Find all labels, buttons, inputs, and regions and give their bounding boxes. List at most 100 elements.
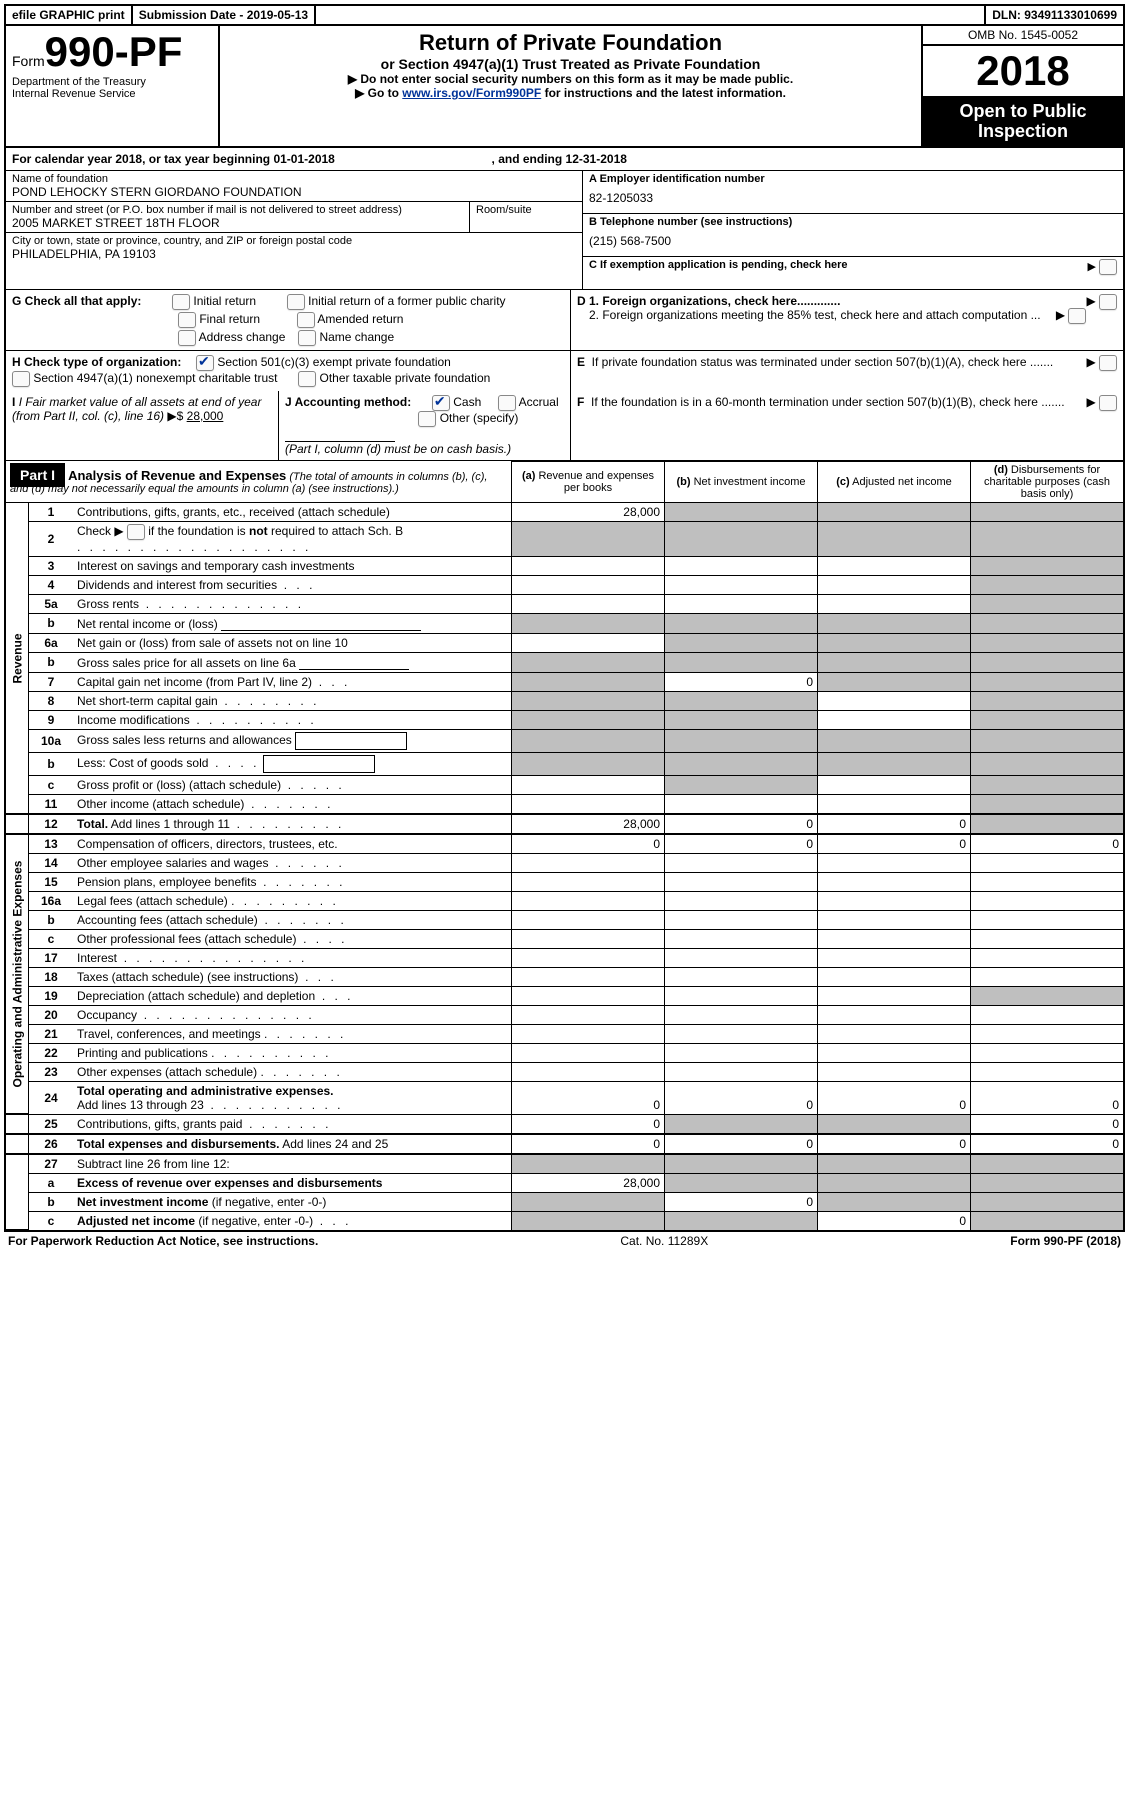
line-15-n: 15 bbox=[29, 872, 74, 891]
line-23-n: 23 bbox=[29, 1062, 74, 1081]
j-accrual-cb[interactable] bbox=[498, 395, 516, 411]
g-initial-public: Initial return of a former public charit… bbox=[308, 294, 505, 308]
line-1-a: 28,000 bbox=[512, 502, 665, 521]
topbar: efile GRAPHIC print Submission Date - 20… bbox=[6, 6, 1123, 26]
goto-post: for instructions and the latest informat… bbox=[541, 86, 786, 100]
j-other: Other (specify) bbox=[440, 411, 519, 425]
h-label: H Check type of organization: bbox=[12, 355, 181, 369]
line-27a-a: 28,000 bbox=[512, 1173, 665, 1192]
line-2-cb[interactable] bbox=[127, 524, 145, 540]
g-initial-public-cb[interactable] bbox=[287, 294, 305, 310]
tel-label: B Telephone number (see instructions) bbox=[589, 216, 1117, 228]
line-10c-d: Gross profit or (loss) (attach schedule)… bbox=[73, 775, 512, 794]
line-16b-n: b bbox=[29, 910, 74, 929]
opex-section-label: Operating and Administrative Expenses bbox=[6, 834, 29, 1115]
part1-title: Analysis of Revenue and Expenses bbox=[68, 468, 286, 483]
g-d-block: G Check all that apply: Initial return I… bbox=[6, 289, 1123, 350]
d1-checkbox[interactable] bbox=[1099, 294, 1117, 310]
f-label: F If the foundation is in a 60-month ter… bbox=[577, 395, 1065, 409]
line-13-n: 13 bbox=[29, 834, 74, 854]
submission-date-value: 2019-05-13 bbox=[247, 8, 308, 22]
dln-value: 93491133010699 bbox=[1024, 8, 1117, 22]
line-17-d: Interest . . . . . . . . . . . . . . . bbox=[73, 948, 512, 967]
j-cash-cb[interactable] bbox=[432, 395, 450, 411]
line-20-n: 20 bbox=[29, 1005, 74, 1024]
line-6b-d: Gross sales price for all assets on line… bbox=[73, 652, 512, 672]
i-label: I bbox=[12, 395, 15, 409]
line-6a-n: 6a bbox=[29, 633, 74, 652]
line-9-d: Income modifications . . . . . . . . . . bbox=[73, 710, 512, 729]
j-note: (Part I, column (d) must be on cash basi… bbox=[285, 442, 511, 456]
line-5a-d: Gross rents . . . . . . . . . . . . . bbox=[73, 594, 512, 613]
line-5a-n: 5a bbox=[29, 594, 74, 613]
line-27-d: Subtract line 26 from line 12: bbox=[73, 1154, 512, 1174]
line-24-b: 0 bbox=[665, 1081, 818, 1114]
g-amended-cb[interactable] bbox=[297, 312, 315, 328]
form-subtitle: or Section 4947(a)(1) Trust Treated as P… bbox=[226, 56, 915, 72]
addr-label: Number and street (or P.O. box number if… bbox=[12, 204, 463, 216]
line-6b-n: b bbox=[29, 652, 74, 672]
line-10a-box[interactable] bbox=[295, 732, 407, 750]
line-6b-input[interactable] bbox=[299, 655, 409, 670]
calyear-end: 12-31-2018 bbox=[566, 152, 627, 166]
line-10b-box[interactable] bbox=[263, 755, 375, 773]
c-checkbox[interactable] bbox=[1099, 259, 1117, 275]
line-26-a: 0 bbox=[512, 1134, 665, 1154]
d1-label: D 1. Foreign organizations, check here..… bbox=[577, 294, 840, 308]
line-17-n: 17 bbox=[29, 948, 74, 967]
header: Form990-PF Department of the Treasury In… bbox=[6, 26, 1123, 148]
h-501c3-cb[interactable] bbox=[196, 355, 214, 371]
line-26-b: 0 bbox=[665, 1134, 818, 1154]
g-final-cb[interactable] bbox=[178, 312, 196, 328]
g-initial-return-cb[interactable] bbox=[172, 294, 190, 310]
line-1-d: Contributions, gifts, grants, etc., rece… bbox=[73, 502, 512, 521]
line-2-d: Check ▶ if the foundation is not require… bbox=[73, 521, 512, 556]
line-11-d: Other income (attach schedule) . . . . .… bbox=[73, 794, 512, 814]
line-16c-d: Other professional fees (attach schedule… bbox=[73, 929, 512, 948]
line-13-c: 0 bbox=[818, 834, 971, 854]
f-checkbox[interactable] bbox=[1099, 395, 1117, 411]
line-18-n: 18 bbox=[29, 967, 74, 986]
ein-label: A Employer identification number bbox=[589, 173, 1117, 185]
h-4947-cb[interactable] bbox=[12, 371, 30, 387]
line-18-d: Taxes (attach schedule) (see instruction… bbox=[73, 967, 512, 986]
line-8-n: 8 bbox=[29, 691, 74, 710]
e-checkbox[interactable] bbox=[1099, 355, 1117, 371]
j-other-cb[interactable] bbox=[418, 411, 436, 427]
footer: For Paperwork Reduction Act Notice, see … bbox=[4, 1232, 1125, 1250]
city-value: PHILADELPHIA, PA 19103 bbox=[12, 247, 576, 261]
open-public-badge: Open to Public Inspection bbox=[923, 98, 1123, 146]
instructions-link[interactable]: www.irs.gov/Form990PF bbox=[402, 86, 541, 100]
j-other-input[interactable] bbox=[285, 427, 395, 442]
line-11-n: 11 bbox=[29, 794, 74, 814]
line-21-n: 21 bbox=[29, 1024, 74, 1043]
line-19-d: Depreciation (attach schedule) and deple… bbox=[73, 986, 512, 1005]
line-10a-d: Gross sales less returns and allowances bbox=[73, 729, 512, 752]
g-address-cb[interactable] bbox=[178, 330, 196, 346]
form-container: efile GRAPHIC print Submission Date - 20… bbox=[4, 4, 1125, 1232]
line-25-d: Contributions, gifts, grants paid . . . … bbox=[73, 1114, 512, 1134]
c-label: C If exemption application is pending, c… bbox=[589, 259, 848, 271]
tax-year: 2018 bbox=[923, 46, 1123, 98]
i-value: 28,000 bbox=[187, 409, 224, 423]
g-name: Name change bbox=[319, 330, 394, 344]
col-a-header: Revenue and expenses per books bbox=[538, 470, 654, 494]
line-27c-c: 0 bbox=[818, 1211, 971, 1230]
line-13-a: 0 bbox=[512, 834, 665, 854]
ssn-warning: Do not enter social security numbers on … bbox=[360, 72, 793, 86]
line-7-b: 0 bbox=[665, 672, 818, 691]
line-7-d: Capital gain net income (from Part IV, l… bbox=[73, 672, 512, 691]
i-arrow: ▶$ bbox=[167, 409, 183, 423]
line-25-a: 0 bbox=[512, 1114, 665, 1134]
line-3-d: Interest on savings and temporary cash i… bbox=[73, 556, 512, 575]
line-5b-input[interactable] bbox=[221, 616, 421, 631]
line-26-c: 0 bbox=[818, 1134, 971, 1154]
line-14-d: Other employee salaries and wages . . . … bbox=[73, 853, 512, 872]
g-name-cb[interactable] bbox=[298, 330, 316, 346]
d2-checkbox[interactable] bbox=[1068, 308, 1086, 324]
h-other-cb[interactable] bbox=[298, 371, 316, 387]
line-15-d: Pension plans, employee benefits . . . .… bbox=[73, 872, 512, 891]
line-27b-d: Net investment income (if negative, ente… bbox=[73, 1192, 512, 1211]
line-4-n: 4 bbox=[29, 575, 74, 594]
ein-value: 82-1205033 bbox=[589, 185, 1117, 205]
